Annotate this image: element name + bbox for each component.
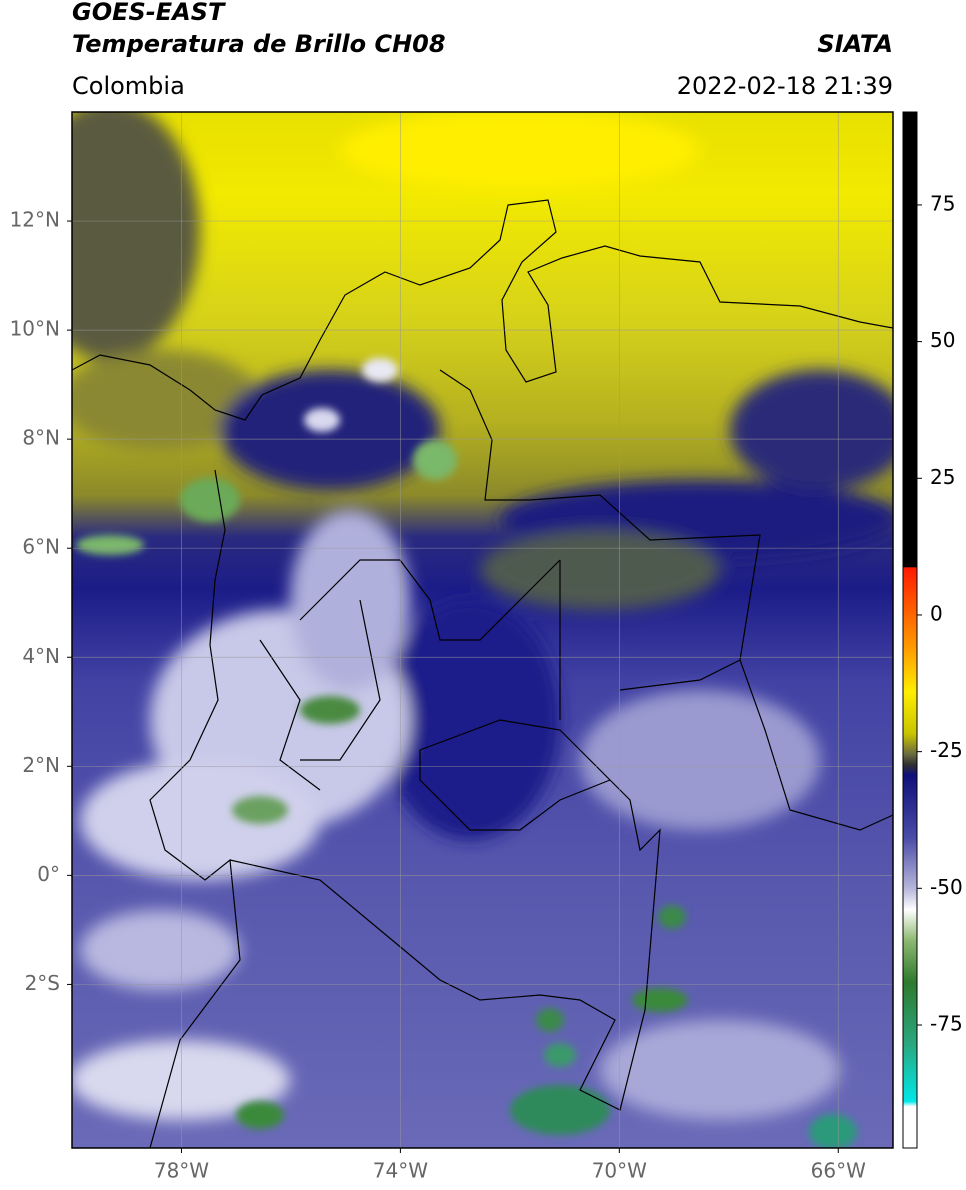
y-tick-label: 2°S bbox=[25, 971, 60, 995]
y-tick-label: 6°N bbox=[22, 535, 60, 559]
colorbar-tick-label: 0 bbox=[930, 601, 943, 625]
y-tick-label: 2°N bbox=[22, 753, 60, 777]
colorbar-tick-label: -50 bbox=[930, 875, 963, 899]
x-tick-label: 78°W bbox=[154, 1159, 209, 1183]
y-tick-label: 12°N bbox=[10, 208, 60, 232]
x-tick-label: 74°W bbox=[373, 1159, 428, 1183]
y-tick-label: 0° bbox=[37, 862, 60, 886]
x-tick-label: 70°W bbox=[592, 1159, 647, 1183]
product: Temperatura de Brillo CH08 bbox=[72, 30, 446, 58]
datetime: 2022-02-18 21:39 bbox=[677, 72, 893, 100]
colorbar-tick-label: 50 bbox=[930, 328, 955, 352]
colorbar-tick-label: -75 bbox=[930, 1011, 963, 1035]
agency: SIATA bbox=[817, 30, 893, 58]
region: Colombia bbox=[72, 72, 185, 100]
colorbar-tick-label: -25 bbox=[930, 738, 963, 762]
y-tick-label: 10°N bbox=[10, 317, 60, 341]
y-tick-label: 8°N bbox=[22, 426, 60, 450]
colorbar bbox=[902, 111, 918, 1149]
colorbar-tick-label: 75 bbox=[930, 191, 955, 215]
colorbar-tick-label: 25 bbox=[930, 465, 955, 489]
map-frame bbox=[71, 111, 894, 1149]
x-tick-label: 66°W bbox=[811, 1159, 866, 1183]
satellite: GOES-EAST bbox=[72, 0, 226, 26]
y-tick-label: 4°N bbox=[22, 644, 60, 668]
satellite-image bbox=[72, 112, 893, 1148]
coastlines bbox=[72, 199, 893, 1148]
